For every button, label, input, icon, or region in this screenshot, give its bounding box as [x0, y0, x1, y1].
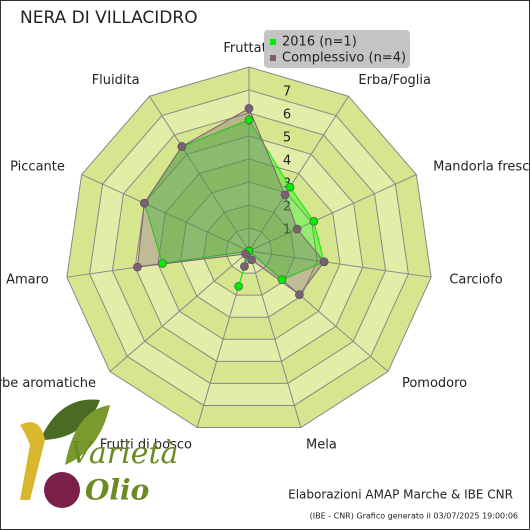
data-point	[133, 262, 142, 272]
legend-swatch	[270, 55, 276, 61]
data-point	[240, 262, 249, 271]
spoke	[81, 174, 250, 252]
category-label: Fruttato	[223, 41, 274, 56]
data-point	[177, 142, 187, 151]
data-point	[244, 115, 254, 125]
data-point	[234, 281, 243, 291]
category-label: Erbe aromatiche	[0, 376, 96, 391]
data-point	[295, 290, 304, 300]
y-tick-label: 5	[283, 131, 291, 146]
legend-swatch	[270, 39, 276, 45]
legend-label: Complessivo (n=4)	[282, 51, 406, 66]
data-point	[309, 217, 319, 226]
spoke	[109, 250, 250, 372]
category-label: Pomodoro	[402, 376, 467, 391]
logo-text: Olio	[85, 474, 149, 507]
data-point	[280, 190, 290, 200]
data-point	[140, 198, 149, 208]
y-tick-label: 3	[283, 177, 291, 192]
legend-box	[264, 30, 410, 68]
logo-leaf	[65, 405, 110, 465]
logo-one	[20, 422, 45, 500]
data-point	[319, 257, 329, 267]
category-label: Carciofo	[449, 272, 502, 287]
spoke	[248, 174, 417, 252]
category-label: Erba/Foglia	[358, 73, 431, 88]
category-label: Amaro	[6, 272, 49, 287]
logo: Varietà Olio	[20, 399, 178, 508]
plot-area	[133, 104, 329, 300]
chart-title: NERA DI VILLACIDRO	[20, 8, 198, 28]
data-point	[158, 259, 167, 268]
logo-leaf	[40, 399, 100, 440]
category-label: Frutti di bosco	[100, 438, 192, 453]
data-point	[292, 224, 302, 234]
data-point	[244, 104, 254, 113]
data-point	[247, 255, 256, 265]
data-point	[277, 275, 287, 284]
footnote: (IBE - CNR) Grafico generato il 03/07/20…	[310, 512, 518, 521]
y-tick-label: 1	[283, 223, 291, 238]
y-tick-label: 4	[283, 154, 291, 169]
logo-olive	[44, 472, 80, 508]
spoke	[248, 250, 432, 278]
spoke	[149, 95, 250, 252]
category-label: Fluidita	[92, 73, 140, 88]
spoke	[248, 95, 349, 252]
series-area	[136, 107, 325, 296]
logo-text: Varietà	[70, 436, 178, 471]
y-tick-label: 7	[283, 85, 291, 100]
category-label: Mela	[306, 438, 337, 453]
data-point	[285, 182, 295, 192]
credit: Elaborazioni AMAP Marche & IBE CNR	[288, 488, 513, 502]
y-tick-label: 6	[283, 108, 291, 123]
y-tick-label: 2	[283, 200, 291, 215]
category-label: Mandorla fresca	[433, 159, 530, 174]
category-label: Piccante	[10, 159, 65, 174]
data-point	[241, 249, 250, 259]
legend-label: 2016 (n=1)	[282, 35, 357, 50]
spoke	[248, 250, 302, 428]
